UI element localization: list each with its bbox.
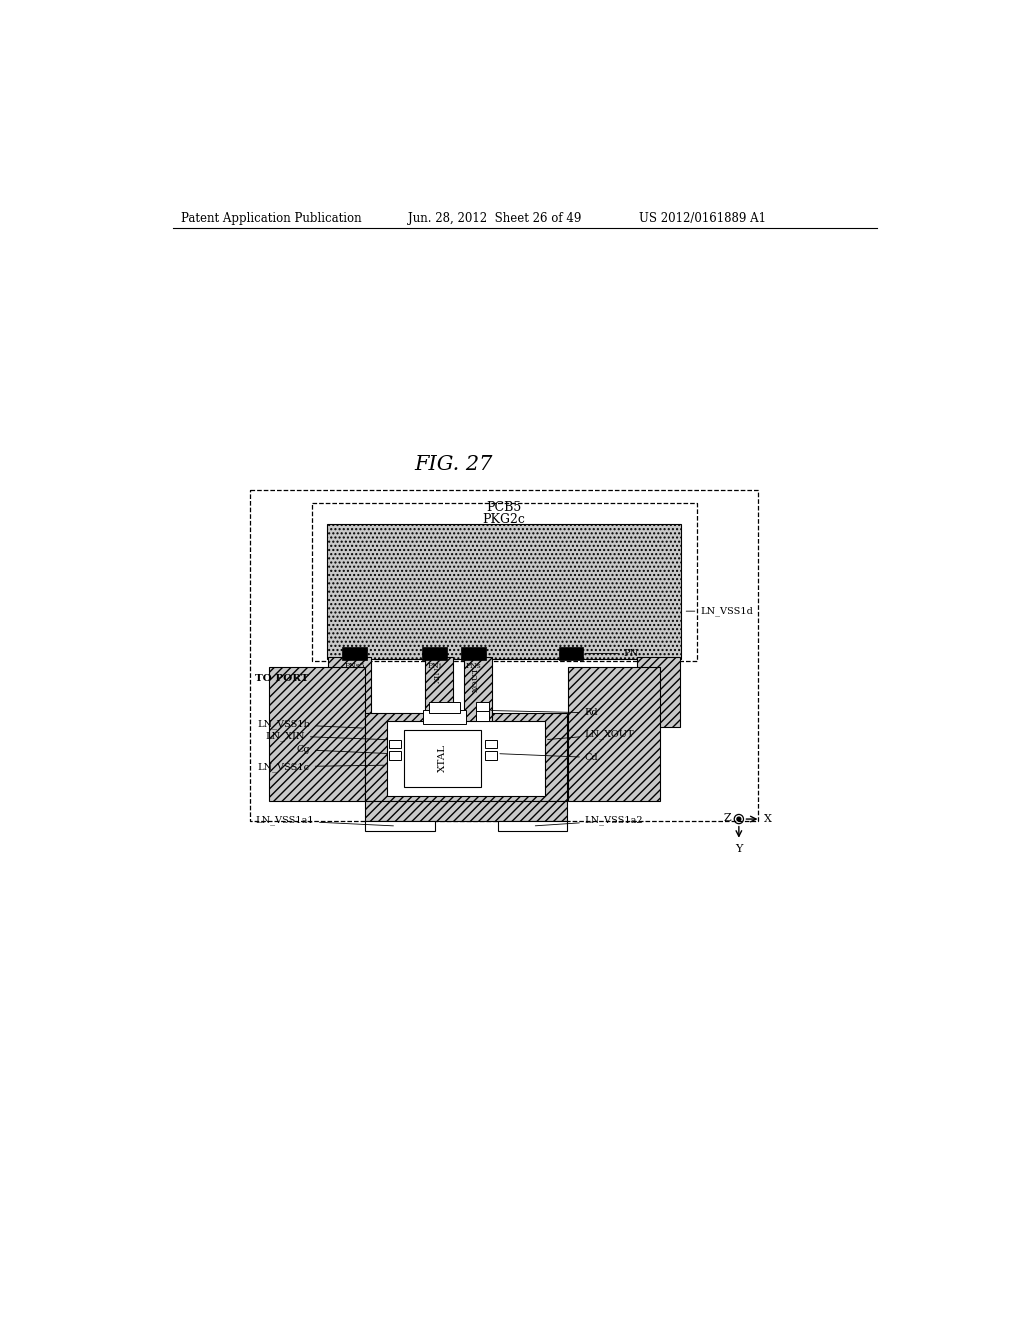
Bar [559, 647, 584, 660]
Text: XOUT: XOUT [472, 667, 480, 692]
Bar [403, 730, 481, 787]
Bar [568, 667, 660, 801]
Text: Cg: Cg [296, 746, 387, 754]
Bar [476, 710, 488, 721]
Bar [422, 647, 447, 660]
Bar [311, 503, 696, 661]
Text: FIG. 27: FIG. 27 [415, 455, 494, 474]
Bar [366, 821, 435, 832]
Text: LN_VSS1a2: LN_VSS1a2 [536, 816, 643, 826]
Bar [327, 524, 681, 659]
Text: XTAL: XTAL [438, 744, 446, 772]
Text: Y: Y [735, 843, 742, 854]
Bar [423, 710, 466, 725]
Bar [388, 751, 400, 760]
Text: PNs: PNs [465, 663, 481, 671]
Bar [484, 751, 497, 760]
Text: Rd: Rd [492, 709, 598, 717]
Text: PKG2c: PKG2c [482, 512, 525, 525]
Text: Patent Application Publication: Patent Application Publication [180, 213, 361, 224]
Bar [476, 702, 488, 711]
Text: LN_VSS1d: LN_VSS1d [686, 606, 754, 616]
Bar [464, 657, 492, 726]
Bar [366, 801, 567, 821]
Bar [329, 657, 371, 726]
Text: PN: PN [586, 649, 639, 657]
Text: TO PORT: TO PORT [255, 673, 309, 682]
Text: PNi: PNi [428, 663, 441, 671]
Text: Cd: Cd [500, 752, 598, 762]
Text: LN_VSS1c: LN_VSS1c [258, 762, 384, 772]
Bar [269, 667, 366, 801]
Text: PCB5: PCB5 [486, 502, 521, 513]
Bar [250, 490, 758, 821]
Bar [425, 657, 454, 726]
Text: PNs5: PNs5 [344, 663, 365, 671]
Bar [388, 739, 400, 748]
Bar [429, 702, 460, 713]
Bar [461, 647, 485, 660]
Bar [484, 739, 497, 748]
Bar [387, 721, 545, 796]
Text: LN_VSS1b: LN_VSS1b [258, 719, 362, 729]
Text: Jun. 28, 2012  Sheet 26 of 49: Jun. 28, 2012 Sheet 26 of 49 [408, 213, 582, 224]
Bar [342, 647, 367, 660]
Bar [637, 657, 680, 726]
Text: XIN: XIN [434, 667, 441, 684]
Text: US 2012/0161889 A1: US 2012/0161889 A1 [639, 213, 766, 224]
Text: LN_XIN: LN_XIN [265, 731, 387, 741]
Text: X: X [764, 814, 771, 824]
Text: Z: Z [724, 813, 731, 822]
Bar [366, 713, 567, 801]
Text: LN_VSS1a1: LN_VSS1a1 [255, 816, 393, 826]
Text: LN_XOUT: LN_XOUT [548, 730, 635, 739]
Bar [498, 821, 567, 832]
Circle shape [737, 817, 740, 821]
